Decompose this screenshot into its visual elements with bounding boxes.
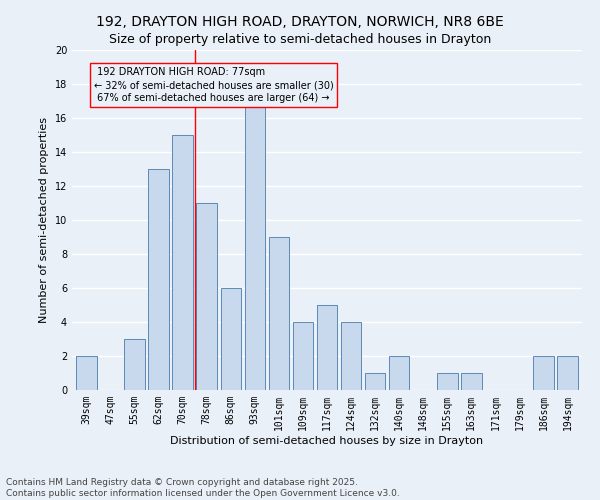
Bar <box>269 237 289 390</box>
X-axis label: Distribution of semi-detached houses by size in Drayton: Distribution of semi-detached houses by … <box>170 436 484 446</box>
Text: Size of property relative to semi-detached houses in Drayton: Size of property relative to semi-detach… <box>109 32 491 46</box>
Text: Contains HM Land Registry data © Crown copyright and database right 2025.
Contai: Contains HM Land Registry data © Crown c… <box>6 478 400 498</box>
Text: 192, DRAYTON HIGH ROAD, DRAYTON, NORWICH, NR8 6BE: 192, DRAYTON HIGH ROAD, DRAYTON, NORWICH… <box>96 15 504 29</box>
Bar <box>389 356 409 390</box>
Bar <box>245 101 265 390</box>
Bar <box>293 322 313 390</box>
Bar <box>76 356 97 390</box>
Text: 192 DRAYTON HIGH ROAD: 77sqm
← 32% of semi-detached houses are smaller (30)
 67%: 192 DRAYTON HIGH ROAD: 77sqm ← 32% of se… <box>94 67 334 104</box>
Y-axis label: Number of semi-detached properties: Number of semi-detached properties <box>39 117 49 323</box>
Bar <box>124 339 145 390</box>
Bar <box>437 373 458 390</box>
Bar <box>148 169 169 390</box>
Bar <box>221 288 241 390</box>
Bar <box>172 135 193 390</box>
Bar <box>196 203 217 390</box>
Bar <box>365 373 385 390</box>
Bar <box>557 356 578 390</box>
Bar <box>341 322 361 390</box>
Bar <box>533 356 554 390</box>
Bar <box>461 373 482 390</box>
Bar <box>317 305 337 390</box>
